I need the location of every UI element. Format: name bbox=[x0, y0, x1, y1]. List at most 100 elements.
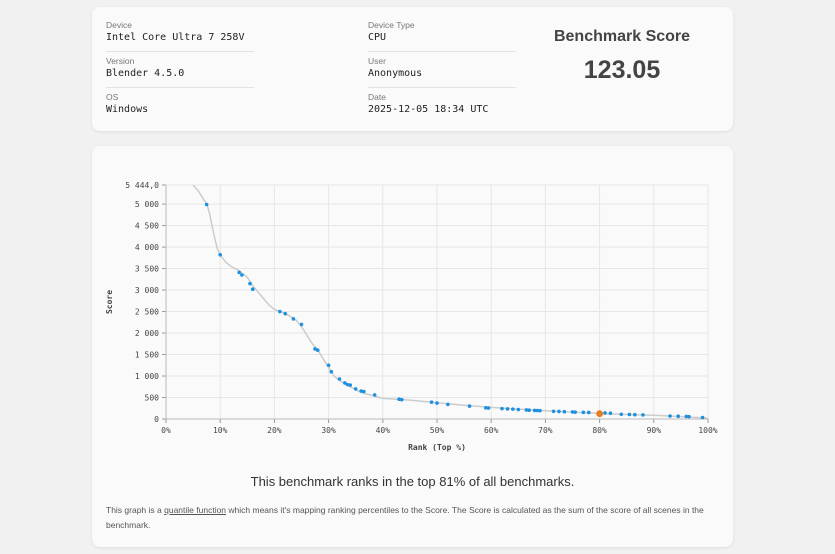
y-tick-label: 2 500 bbox=[135, 308, 159, 317]
os-label: OS bbox=[106, 92, 119, 102]
y-tick-label: 3 000 bbox=[135, 286, 159, 295]
x-tick-label: 40% bbox=[376, 426, 391, 435]
data-point bbox=[204, 202, 209, 207]
y-tick-label: 4 500 bbox=[135, 222, 159, 231]
data-point bbox=[562, 409, 567, 414]
data-point bbox=[348, 383, 353, 387]
data-point bbox=[446, 402, 450, 407]
version-label: Version bbox=[106, 56, 135, 66]
rank-summary: This benchmark ranks in the top 81% of a… bbox=[250, 474, 575, 489]
x-axis-ticks: 0% 10% 20% 30% 40% 50% 60% 70% 80% 90% 100% bbox=[161, 418, 718, 435]
data-point bbox=[435, 401, 439, 405]
y-tick-label: 5 000 bbox=[135, 200, 159, 209]
note-text-after: which means it's mapping ranking percent… bbox=[106, 505, 704, 530]
data-point bbox=[283, 311, 288, 316]
device-label: Device bbox=[106, 20, 132, 30]
y-tick-label: 1 000 bbox=[135, 372, 159, 381]
y-tick-label: 1 500 bbox=[135, 351, 159, 360]
benchmark-points bbox=[204, 202, 705, 420]
chart-card: 0 500 1 000 1 500 2 000 2 500 3 000 3 500 4 000 4… bbox=[92, 146, 733, 547]
quantile-curve bbox=[192, 184, 709, 419]
data-point bbox=[483, 406, 488, 410]
x-tick-label: 30% bbox=[321, 426, 336, 435]
device-type-label: Device Type bbox=[368, 20, 415, 30]
data-point bbox=[532, 408, 537, 413]
data-point bbox=[505, 407, 510, 411]
data-point bbox=[608, 411, 613, 415]
note-text-before: This graph is a bbox=[106, 505, 165, 515]
device-field: Device Intel Core Ultra 7 258V bbox=[106, 19, 254, 52]
data-point bbox=[687, 414, 691, 419]
divider bbox=[368, 51, 516, 52]
divider bbox=[368, 87, 516, 88]
x-tick-label: 10% bbox=[213, 426, 228, 435]
version-field: Version Blender 4.5.0 bbox=[106, 55, 254, 88]
user-label: User bbox=[368, 56, 386, 66]
data-point bbox=[362, 389, 366, 394]
data-point bbox=[581, 410, 586, 415]
data-point bbox=[524, 408, 529, 412]
data-point bbox=[326, 363, 331, 368]
y-tick-label: 5 444,0 bbox=[125, 181, 159, 190]
version-value: Blender 4.5.0 bbox=[106, 68, 185, 79]
data-point bbox=[586, 410, 591, 415]
data-point bbox=[619, 412, 624, 417]
x-tick-label: 100% bbox=[698, 426, 717, 435]
data-point bbox=[291, 317, 296, 321]
data-point bbox=[557, 409, 561, 414]
device-info-card: Device Intel Core Ultra 7 258V Version B… bbox=[92, 7, 733, 131]
data-point bbox=[633, 412, 637, 417]
data-point bbox=[527, 408, 531, 412]
y-tick-label: 500 bbox=[145, 394, 160, 403]
data-point bbox=[278, 309, 282, 314]
data-point bbox=[248, 281, 252, 286]
divider bbox=[106, 51, 254, 52]
divider bbox=[106, 87, 254, 88]
y-tick-label: 2 000 bbox=[135, 329, 159, 338]
data-point bbox=[570, 410, 575, 414]
y-axis-label: Score bbox=[105, 290, 114, 314]
data-point bbox=[313, 347, 317, 351]
device-type-value: CPU bbox=[368, 32, 387, 43]
data-point bbox=[573, 410, 578, 414]
x-tick-label: 90% bbox=[647, 426, 662, 435]
data-point bbox=[372, 393, 377, 397]
quantile-function-link[interactable]: quantile function bbox=[164, 505, 227, 515]
data-point bbox=[603, 411, 607, 415]
graph-explanation: This graph is a quantile function which … bbox=[106, 503, 706, 533]
data-point bbox=[535, 408, 540, 413]
data-point bbox=[511, 407, 515, 411]
y-tick-label: 4 000 bbox=[135, 243, 159, 252]
data-point bbox=[399, 397, 404, 402]
data-point bbox=[315, 348, 320, 353]
y-axis-ticks: 0 500 1 000 1 500 2 000 2 500 3 000 3 500 4 000 4… bbox=[125, 181, 167, 424]
data-point bbox=[538, 408, 542, 413]
date-value: 2025-12-05 18:34 UTC bbox=[368, 104, 489, 115]
data-point bbox=[397, 397, 401, 402]
x-tick-label: 70% bbox=[538, 426, 553, 435]
data-point bbox=[551, 409, 556, 414]
data-point bbox=[486, 406, 491, 410]
data-point bbox=[467, 404, 472, 408]
data-point bbox=[676, 414, 680, 419]
data-point bbox=[684, 414, 689, 419]
data-point bbox=[627, 412, 632, 417]
device-value: Intel Core Ultra 7 258V bbox=[106, 32, 245, 43]
data-point bbox=[345, 382, 350, 387]
device-type-field: Device Type CPU bbox=[368, 19, 516, 52]
data-point bbox=[218, 253, 222, 257]
data-point bbox=[500, 406, 504, 411]
x-tick-label: 50% bbox=[430, 426, 445, 435]
x-tick-label: 80% bbox=[592, 426, 607, 435]
x-tick-label: 20% bbox=[267, 426, 282, 435]
data-point bbox=[641, 413, 645, 417]
os-field: OS Windows bbox=[106, 91, 254, 117]
x-tick-label: 0% bbox=[161, 426, 171, 435]
data-point bbox=[250, 287, 255, 291]
os-value: Windows bbox=[106, 104, 149, 115]
data-point bbox=[329, 369, 334, 374]
x-axis-label: Rank (Top %) bbox=[408, 443, 466, 452]
current-benchmark-marker-group bbox=[596, 410, 603, 418]
data-point bbox=[343, 381, 347, 385]
data-point bbox=[299, 322, 304, 327]
